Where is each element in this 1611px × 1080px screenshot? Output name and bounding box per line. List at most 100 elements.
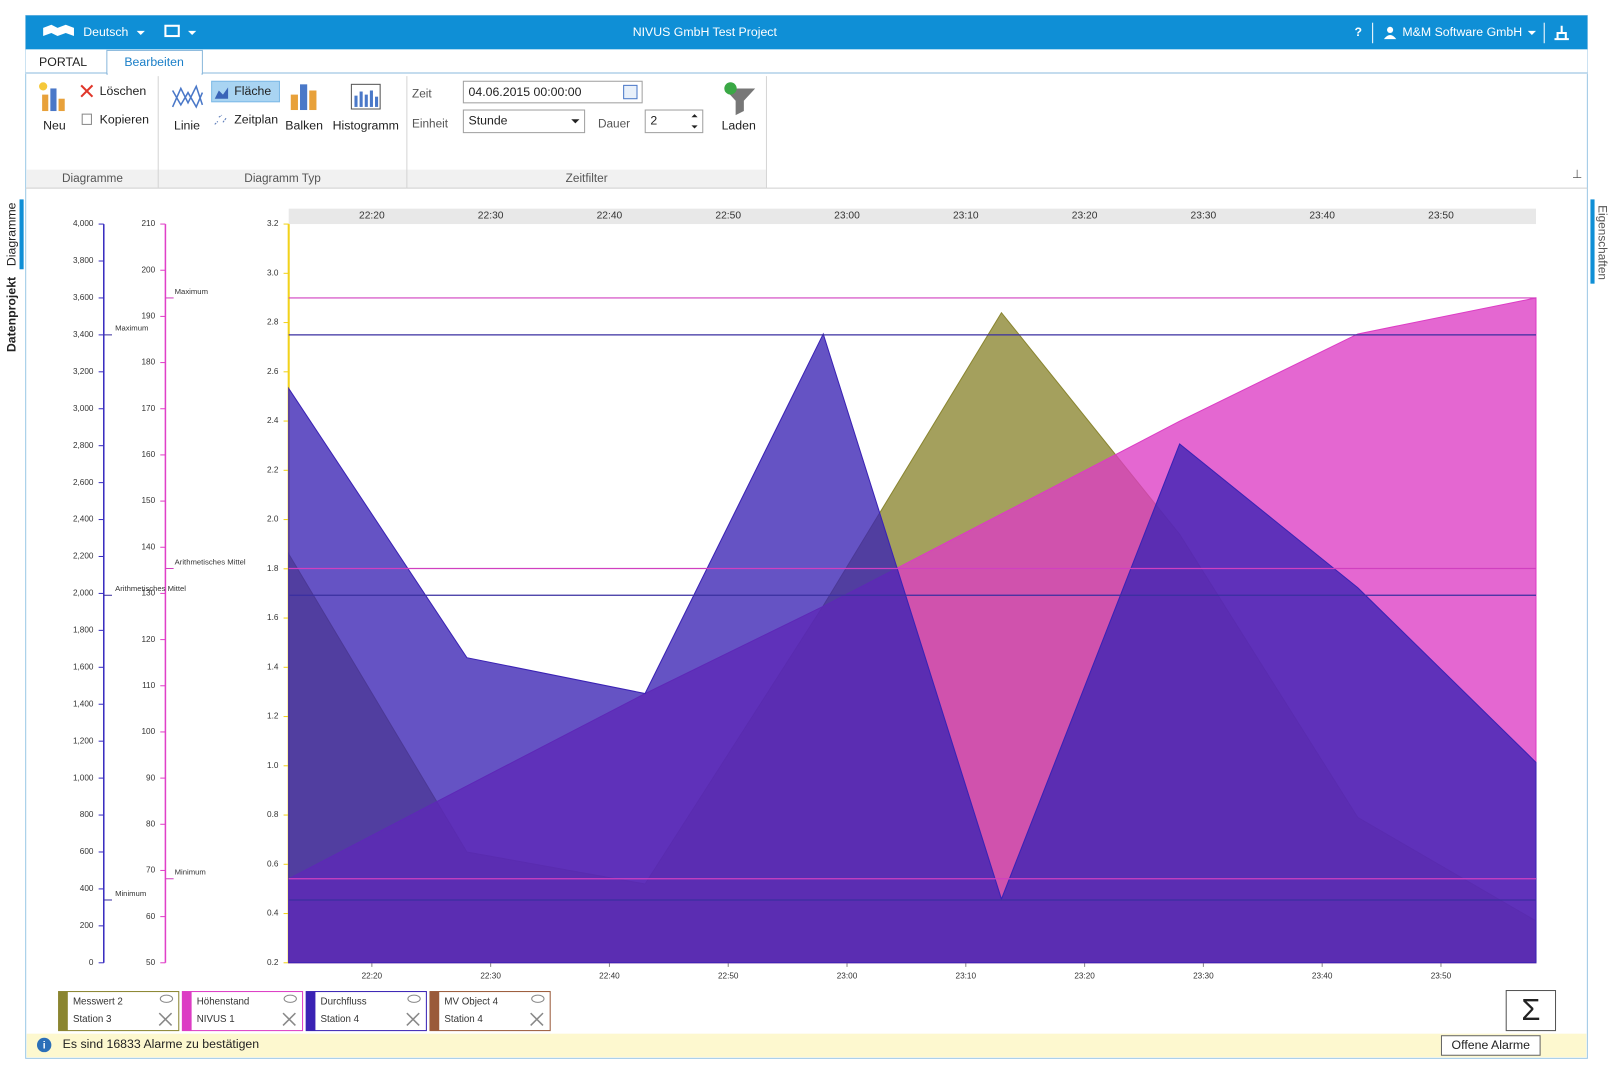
device-icon[interactable] — [164, 24, 180, 38]
x-tick-label-bottom: 23:00 — [837, 971, 858, 980]
y-tick-label: 170 — [141, 404, 155, 413]
load-button[interactable]: Laden — [722, 119, 756, 133]
y-tick-label: 1,600 — [73, 662, 94, 671]
legend-name: MV Object 4 — [444, 996, 498, 1007]
alarms-button-label: Offene Alarme — [1452, 1038, 1531, 1052]
legend-name: Messwert 2 — [73, 996, 123, 1007]
time-input[interactable] — [462, 80, 643, 104]
visibility-icon[interactable] — [531, 994, 545, 1003]
schedule-button[interactable]: Zeitplan — [234, 113, 278, 127]
y-tick-label: 1,800 — [73, 626, 94, 635]
side-tab[interactable]: Datenprojekt — [5, 277, 19, 352]
legend-swatch — [58, 991, 68, 1031]
y-tick-label: 0.6 — [267, 859, 279, 868]
line-button[interactable]: Linie — [174, 119, 200, 133]
unit-value: Stunde — [469, 114, 508, 128]
reference-label: Maximum — [115, 324, 148, 333]
dropdown-arrow — [188, 30, 197, 36]
group-label: Diagramme — [62, 171, 123, 185]
copy-button[interactable]: Kopieren — [100, 113, 149, 127]
remove-icon[interactable] — [158, 1012, 173, 1027]
y-tick-label: 180 — [141, 358, 155, 367]
user-icon — [1387, 26, 1394, 33]
calendar-icon[interactable] — [623, 84, 638, 100]
copy-icon — [81, 113, 92, 125]
duration-spinner[interactable] — [644, 109, 704, 134]
area-button[interactable]: Fläche — [234, 84, 271, 98]
y-tick-label: 70 — [146, 866, 156, 875]
legend-card[interactable] — [429, 991, 551, 1032]
status-message: Es sind 16833 Alarme zu bestätigen — [63, 1037, 260, 1051]
new-button[interactable]: Neu — [43, 119, 66, 133]
chart: 0 200 400 600 800 1,000 1,200 1,400 1,600 1,800 2,… — [73, 211, 1537, 980]
legend-card[interactable] — [305, 991, 427, 1032]
tab[interactable]: PORTAL — [39, 55, 87, 69]
remove-icon[interactable] — [530, 1012, 544, 1027]
y-tick-label: 2,200 — [73, 552, 94, 561]
bar-button[interactable]: Balken — [285, 119, 323, 133]
y-tick-label: 800 — [80, 810, 94, 819]
y-tick-label: 0 — [89, 958, 94, 967]
x-tick-label-bottom: 23:40 — [1312, 971, 1333, 980]
x-tick-label-bottom: 23:30 — [1193, 971, 1214, 980]
pin-icon[interactable]: ⊥ — [1572, 167, 1582, 181]
visibility-icon[interactable] — [283, 994, 297, 1003]
area-button-highlight[interactable] — [211, 80, 280, 103]
y-tick-label: 3,400 — [73, 330, 94, 339]
delete-icon — [80, 84, 94, 98]
status-bar — [26, 1033, 1587, 1058]
remove-icon[interactable] — [406, 1012, 420, 1027]
visibility-icon[interactable] — [159, 994, 174, 1003]
user-icon — [1383, 35, 1397, 40]
y-tick-label: 0.8 — [267, 810, 279, 819]
y-tick-label: 2,800 — [73, 441, 94, 450]
y-tick-label: 3,200 — [73, 367, 94, 376]
language-menu[interactable]: Deutsch — [83, 25, 128, 39]
delete-button[interactable]: Löschen — [100, 84, 147, 98]
legend-station: NIVUS 1 — [197, 1014, 235, 1025]
y-tick-label: 150 — [141, 496, 155, 505]
y-tick-label: 190 — [141, 312, 155, 321]
histogram-icon — [350, 83, 381, 110]
info-glyph: i — [43, 1041, 46, 1052]
remove-icon[interactable] — [282, 1012, 296, 1027]
group-label-strip — [26, 169, 767, 189]
y-tick-label: 200 — [141, 265, 155, 274]
sum-button[interactable] — [1505, 990, 1557, 1032]
info-icon — [36, 1037, 52, 1053]
histogram-button[interactable]: Histogramm — [333, 119, 399, 133]
y-tick-label: 90 — [146, 773, 156, 782]
y-tick-label: 3,600 — [73, 293, 94, 302]
x-tick-label-bottom: 22:50 — [718, 971, 739, 980]
legend-name: Höhenstand — [197, 996, 250, 1007]
sum-label: Σ — [1521, 992, 1540, 1027]
side-tab[interactable]: Eigenschaften — [1596, 205, 1610, 280]
tab[interactable]: Bearbeiten — [124, 55, 184, 69]
visibility-icon[interactable] — [407, 994, 421, 1003]
y-tick-label: 210 — [141, 219, 155, 228]
group-label: Zeitfilter — [566, 171, 608, 185]
alarms-button[interactable] — [1440, 1035, 1541, 1056]
field-label: Einheit — [412, 117, 449, 131]
y-tick-label: 3.0 — [267, 268, 279, 277]
x-tick-label-bottom: 22:40 — [599, 971, 620, 980]
side-tab[interactable]: Diagramme — [5, 202, 19, 266]
y-tick-label: 110 — [142, 681, 156, 690]
unit-select[interactable] — [462, 109, 586, 134]
load-icon — [724, 82, 756, 116]
line-icon — [171, 84, 204, 109]
y-tick-label: 0.4 — [267, 909, 279, 918]
y-tick-label: 60 — [146, 912, 156, 921]
x-tick-label-top: 22:50 — [715, 211, 741, 222]
side-tab-indicator — [1590, 199, 1595, 284]
y-tick-label: 100 — [141, 727, 155, 736]
user-menu[interactable]: M&M Software GmbH — [1402, 25, 1522, 39]
legend: Messwert 2 Station 3 Höhenstand NIVUS 1 Durc… — [58, 991, 551, 1032]
legend-swatch — [429, 991, 440, 1031]
x-tick-label-top: 22:20 — [359, 211, 385, 222]
x-tick-label-bottom: 23:20 — [1074, 971, 1095, 980]
field-label: Dauer — [598, 117, 630, 131]
help-button[interactable]: ? — [1354, 25, 1362, 39]
network-icon[interactable] — [1554, 25, 1569, 41]
